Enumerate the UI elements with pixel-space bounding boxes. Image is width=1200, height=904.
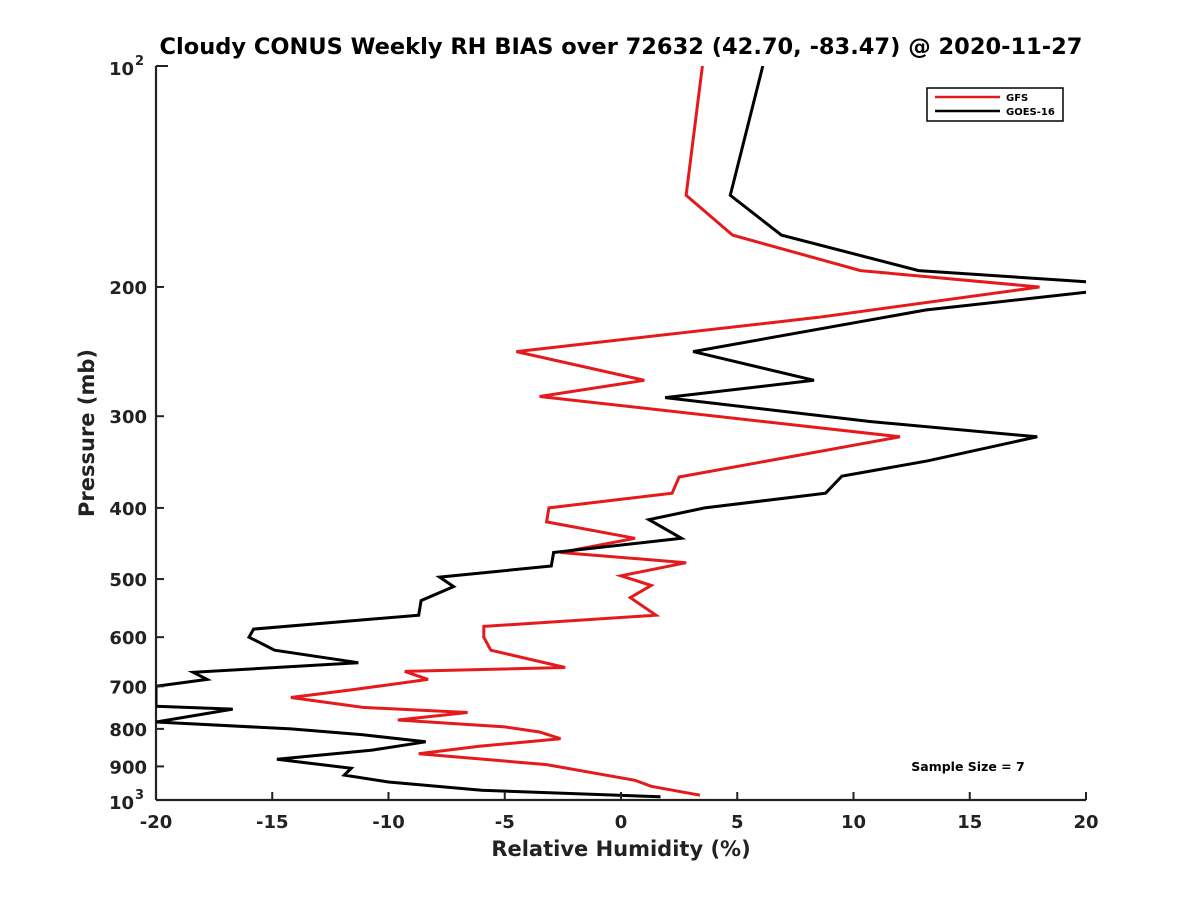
y-tick-label: 500	[109, 570, 147, 591]
y-tick-label: 800	[109, 720, 147, 741]
x-tick-label: 10	[841, 812, 866, 833]
series-line-gfs	[290, 66, 1040, 797]
y-tick-label: 700	[109, 677, 147, 698]
y-decade-exponent: 3	[135, 788, 144, 803]
x-axis-ticks: -20 -15 -10 -5 0 5 10 15 20	[140, 792, 1099, 833]
x-tick-label: 15	[957, 812, 982, 833]
x-axis-label: Relative Humidity (%)	[491, 837, 750, 861]
series-line-goes-16	[156, 66, 1086, 799]
legend-box	[926, 87, 1064, 122]
legend-entry-label: GOES-16	[1006, 107, 1055, 118]
y-tick-label: 400	[109, 499, 147, 520]
series-layer	[156, 66, 1086, 799]
y-axis-label: Pressure (mb)	[75, 349, 99, 517]
y-decade-exponent: 2	[135, 54, 144, 69]
x-tick-label: 20	[1073, 812, 1098, 833]
legend-entry-label: GFS	[1006, 93, 1028, 104]
x-tick-label: 0	[615, 812, 628, 833]
x-tick-label: -20	[140, 812, 173, 833]
y-decade-label: 10	[109, 59, 134, 80]
y-decade-label: 10	[109, 793, 134, 814]
x-tick-label: 5	[731, 812, 744, 833]
y-tick-label: 300	[109, 407, 147, 428]
y-tick-label: 900	[109, 757, 147, 778]
y-tick-label: 600	[109, 628, 147, 649]
x-tick-label: -10	[372, 812, 405, 833]
x-tick-label: -15	[256, 812, 289, 833]
plot-frame	[154, 66, 1086, 802]
y-tick-label: 200	[109, 278, 147, 299]
x-tick-label: -5	[495, 812, 515, 833]
sample-size-annotation: Sample Size = 7	[911, 759, 1024, 774]
legend: GFS GOES-16	[926, 87, 1064, 122]
chart-title: Cloudy CONUS Weekly RH BIAS over 72632 (…	[160, 34, 1083, 60]
